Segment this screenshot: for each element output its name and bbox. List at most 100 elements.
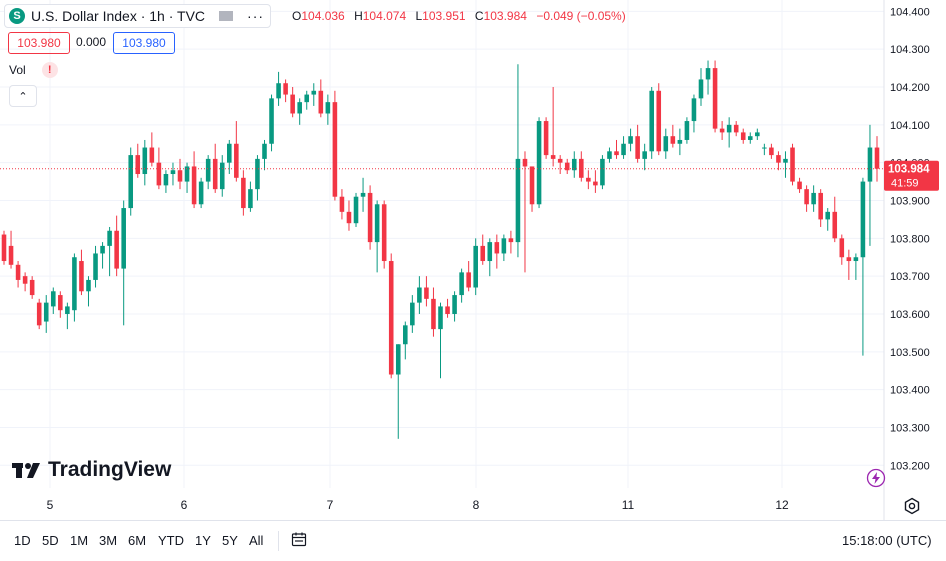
low-label: L bbox=[415, 9, 423, 23]
candle-body bbox=[205, 158, 211, 182]
x-tick-label: 7 bbox=[327, 498, 334, 512]
candle-body bbox=[283, 83, 288, 95]
candle-body bbox=[135, 155, 141, 175]
collapse-indicators-button[interactable]: ⌃ bbox=[9, 85, 37, 107]
candle-body bbox=[783, 158, 788, 163]
timeframe-3m[interactable]: 3M bbox=[99, 533, 118, 548]
timeframe-all[interactable]: All bbox=[249, 533, 264, 548]
timeframe-ytd[interactable]: YTD bbox=[158, 533, 184, 548]
y-tick-label: 104.200 bbox=[890, 82, 930, 94]
candle-body bbox=[818, 192, 823, 220]
y-axis-labels: 104.400104.300104.200104.100104.000103.9… bbox=[890, 6, 930, 472]
candle-body bbox=[536, 121, 542, 205]
timeframe-1m[interactable]: 1M bbox=[70, 533, 89, 548]
chart-grid bbox=[0, 0, 884, 488]
candle-body bbox=[825, 211, 831, 220]
candle-body bbox=[740, 132, 746, 140]
candle-body bbox=[22, 276, 28, 284]
candle-body bbox=[177, 170, 183, 182]
more-options-button[interactable]: ··· bbox=[247, 8, 265, 24]
warning-icon[interactable]: ! bbox=[41, 62, 58, 78]
candle-body bbox=[65, 306, 70, 314]
last-price-tag-bg bbox=[884, 160, 939, 191]
timeframe-6m[interactable]: 6M bbox=[128, 533, 147, 548]
candle-body bbox=[621, 143, 626, 156]
y-tick-label: 103.800 bbox=[890, 233, 930, 245]
y-tick-label: 103.700 bbox=[890, 271, 930, 283]
symbol-legend[interactable]: S U.S. Dollar Index · 1h · TVC ··· bbox=[4, 4, 272, 28]
timeframe-1d[interactable]: 1D bbox=[14, 533, 31, 548]
candle-body bbox=[459, 272, 464, 296]
candle-body bbox=[564, 162, 570, 171]
candle-body bbox=[733, 124, 739, 133]
candle-body bbox=[50, 291, 56, 307]
x-tick-label: 6 bbox=[181, 498, 188, 512]
candle-body bbox=[635, 136, 640, 159]
candle-body bbox=[219, 162, 225, 190]
candle-body bbox=[656, 90, 662, 152]
y-tick-label: 103.600 bbox=[890, 309, 930, 321]
candle-body bbox=[684, 121, 690, 140]
candle-body bbox=[304, 94, 310, 103]
candle-body bbox=[755, 132, 760, 137]
open-value: 104.036 bbox=[301, 9, 345, 23]
candle-body bbox=[325, 102, 331, 114]
candle-body bbox=[163, 174, 169, 186]
toolbar-divider bbox=[278, 531, 279, 551]
timeframe-5d[interactable]: 5D bbox=[42, 533, 59, 548]
symbol-title[interactable]: U.S. Dollar Index · 1h · TVC bbox=[31, 8, 206, 24]
candle-body bbox=[586, 177, 591, 182]
candle-body bbox=[424, 287, 429, 299]
lightning-icon[interactable] bbox=[866, 468, 886, 488]
candle-body bbox=[248, 189, 253, 209]
candle-body bbox=[571, 158, 577, 171]
candle-body bbox=[452, 295, 457, 314]
candle-body bbox=[649, 90, 654, 152]
settings-icon[interactable] bbox=[902, 496, 922, 516]
timeframe-1y[interactable]: 1Y bbox=[195, 533, 211, 548]
tradingview-logo[interactable]: TradingView bbox=[12, 458, 171, 482]
candle-body bbox=[522, 158, 528, 167]
candle-body bbox=[776, 155, 781, 163]
candle-body bbox=[93, 253, 98, 280]
candle-body bbox=[388, 261, 394, 375]
candle-body bbox=[515, 158, 521, 243]
candle-body bbox=[100, 245, 105, 254]
candle-body bbox=[445, 306, 450, 314]
calendar-range-icon[interactable] bbox=[291, 531, 307, 547]
y-tick-label: 104.400 bbox=[890, 6, 930, 18]
candle-body bbox=[29, 279, 35, 296]
candle-body bbox=[698, 79, 704, 99]
bottom-toolbar: 1D 5D 1M 3M 6M YTD 1Y 5Y All 15:18:00 (U… bbox=[0, 520, 946, 561]
flag-icon[interactable] bbox=[219, 11, 234, 21]
candle-body bbox=[712, 68, 718, 129]
candle-body bbox=[212, 158, 218, 190]
y-tick-label: 103.300 bbox=[890, 422, 930, 434]
bid-price-box[interactable]: 103.980 bbox=[8, 32, 70, 54]
open-label: O bbox=[292, 9, 302, 23]
candle-body bbox=[628, 136, 633, 144]
candle-body bbox=[241, 177, 246, 209]
x-tick-label: 11 bbox=[622, 498, 635, 512]
ask-price-box[interactable]: 103.980 bbox=[113, 32, 175, 54]
candle-body bbox=[374, 204, 380, 243]
tradingview-wordmark: TradingView bbox=[48, 458, 172, 481]
candle-body bbox=[198, 181, 204, 205]
candle-body bbox=[191, 166, 197, 205]
last-price-value: 103.984 bbox=[888, 164, 930, 176]
candle-body bbox=[867, 147, 873, 182]
candle-body bbox=[72, 257, 77, 311]
candle-body bbox=[353, 196, 359, 224]
close-value: 103.984 bbox=[483, 9, 527, 23]
utc-clock[interactable]: 15:18:00 (UTC) bbox=[842, 533, 932, 548]
candle-body bbox=[318, 90, 324, 114]
timeframe-5y[interactable]: 5Y bbox=[222, 533, 238, 548]
candle-body bbox=[121, 208, 126, 269]
ohlc-values: O104.036 H104.074 L103.951 C103.984 −0.0… bbox=[292, 9, 632, 23]
candle-body bbox=[156, 162, 162, 186]
candle-body bbox=[600, 158, 605, 186]
candle-body bbox=[255, 158, 260, 190]
candle-body bbox=[170, 170, 176, 175]
price-chart[interactable]: 104.400104.300104.200104.100104.000103.9… bbox=[0, 0, 946, 520]
volume-indicator[interactable]: Vol ! bbox=[9, 62, 58, 78]
